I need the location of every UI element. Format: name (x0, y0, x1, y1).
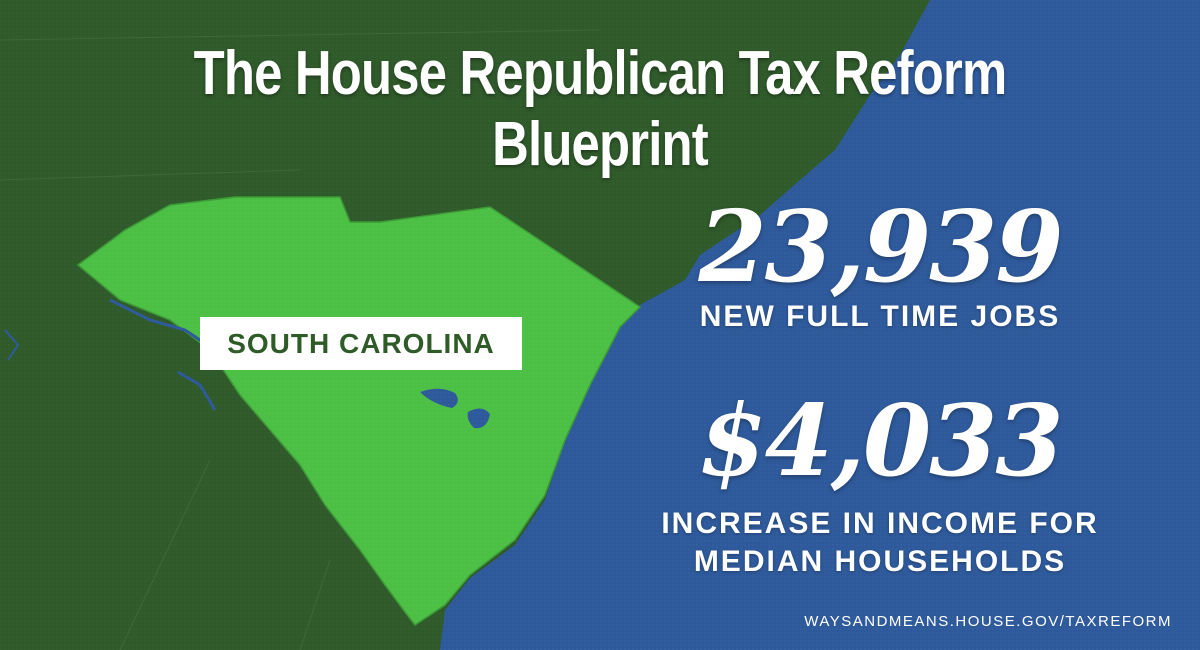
footer-url: WAYSANDMEANS.HOUSE.GOV/TAXREFORM (804, 613, 1172, 630)
income-value: $4,033 (698, 384, 1063, 499)
income-caption-line-2: MEDIAN HOUSEHOLDS (693, 545, 1067, 578)
page-title: The House Republican Tax Reform Blueprin… (193, 39, 1007, 179)
state-name-badge: SOUTH CAROLINA (200, 317, 522, 370)
jobs-value: 23,939 (698, 190, 1063, 305)
income-caption: INCREASE IN INCOME FOR MEDIAN HOUSEHOLDS (600, 505, 1160, 581)
jobs-caption: NEW FULL TIME JOBS (699, 300, 1061, 333)
income-caption-line-1: INCREASE IN INCOME FOR (661, 507, 1099, 540)
state-name-text: SOUTH CAROLINA (227, 327, 495, 359)
